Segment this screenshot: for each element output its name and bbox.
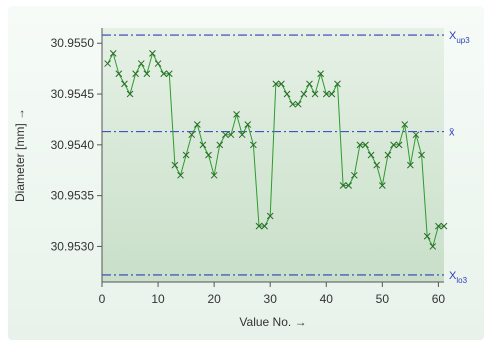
x-tick-label: 50 — [376, 292, 390, 306]
y-tick-label: 30.9535 — [51, 189, 95, 203]
data-point-marker — [317, 70, 325, 78]
data-point-marker — [390, 141, 397, 149]
x-axis-label: Value No. → — [239, 315, 306, 329]
data-point-marker — [289, 100, 296, 108]
data-point-marker — [244, 121, 252, 128]
x-tick-label: 30 — [264, 292, 278, 306]
data-point-marker — [104, 60, 111, 67]
data-point-marker — [193, 121, 201, 128]
x-tick-label: 40 — [320, 292, 334, 306]
data-point-marker — [294, 100, 302, 108]
data-point-marker — [384, 151, 392, 159]
data-point-marker — [250, 141, 257, 149]
reference-line-symbol: X — [449, 30, 457, 42]
data-point-marker — [395, 141, 403, 149]
data-point-marker — [115, 70, 123, 78]
data-point-marker — [261, 222, 268, 230]
data-point-marker — [221, 131, 229, 139]
reference-line-subscript: lo3 — [456, 276, 467, 285]
y-tick-label: 30.9530 — [51, 239, 95, 253]
data-point-marker — [238, 131, 246, 139]
data-point-marker — [306, 80, 313, 88]
data-point-marker — [401, 121, 409, 128]
reference-line-symbol: X — [449, 270, 457, 282]
data-point-marker — [255, 222, 263, 230]
data-point-marker — [350, 171, 358, 179]
chart-panel: Xup3 x̄ Xlo3 30.9530 30.9535 30.9540 30.9545 3… — [8, 6, 484, 340]
data-point-marker — [440, 222, 448, 230]
data-point-marker — [182, 151, 190, 159]
reference-line-subscript: up3 — [456, 36, 470, 45]
reference-line-label: Xlo3 — [449, 270, 468, 285]
reference-lines: Xup3 x̄ Xlo3 — [102, 30, 470, 285]
data-point-marker — [272, 80, 280, 88]
data-series — [104, 50, 448, 250]
x-tick-label: 0 — [99, 292, 106, 306]
data-point-marker — [412, 131, 420, 139]
data-point-marker — [143, 70, 151, 78]
data-point-marker — [188, 131, 196, 139]
data-point-marker — [165, 70, 173, 78]
data-point-marker — [199, 141, 207, 149]
data-point-marker — [177, 171, 184, 179]
data-point-marker — [322, 90, 330, 98]
data-point-marker — [334, 80, 341, 88]
data-point-marker — [171, 161, 179, 169]
y-axis-label: Diameter [mm] → — [13, 108, 27, 202]
data-point-marker — [210, 171, 218, 179]
reference-line-label: x̄ — [449, 127, 455, 139]
x-tick-label: 10 — [151, 292, 165, 306]
data-point-marker — [418, 151, 425, 159]
reference-line-symbol: x̄ — [449, 127, 455, 139]
data-point-marker — [407, 161, 414, 169]
data-point-marker — [356, 141, 364, 149]
data-point-marker — [373, 161, 381, 169]
y-tick-label: 30.9545 — [51, 87, 95, 101]
data-point-marker — [300, 90, 308, 98]
data-point-marker — [266, 212, 274, 220]
data-point-marker — [429, 243, 437, 250]
data-point-marker — [367, 151, 375, 159]
data-point-marker — [109, 50, 117, 57]
reference-line-label: Xup3 — [449, 30, 470, 45]
data-point-marker — [227, 131, 235, 139]
data-point-marker — [121, 80, 128, 88]
data-point-marker — [423, 232, 431, 240]
data-point-marker — [278, 80, 285, 88]
y-tick-label: 30.9550 — [51, 36, 95, 50]
axes: 30.9530 30.9535 30.9540 30.9545 30.9550 0 10 20… — [51, 28, 446, 306]
data-point-marker — [149, 50, 156, 57]
data-point-marker — [378, 182, 386, 189]
data-point-marker — [126, 90, 134, 98]
data-point-marker — [160, 70, 168, 78]
x-tick-label: 60 — [432, 292, 446, 306]
data-point-marker — [233, 111, 240, 118]
data-point-marker — [205, 151, 212, 159]
data-point-marker — [328, 90, 336, 98]
data-point-marker — [132, 70, 139, 78]
data-point-marker — [283, 90, 291, 98]
data-point-marker — [137, 60, 145, 67]
data-point-marker — [435, 222, 442, 230]
data-point-marker — [362, 141, 369, 149]
data-point-marker — [311, 90, 319, 98]
data-point-marker — [154, 60, 162, 67]
y-tick-label: 30.9540 — [51, 138, 95, 152]
data-point-marker — [339, 182, 347, 189]
x-tick-label: 20 — [207, 292, 221, 306]
data-point-marker — [216, 141, 224, 149]
data-point-marker — [345, 182, 353, 189]
